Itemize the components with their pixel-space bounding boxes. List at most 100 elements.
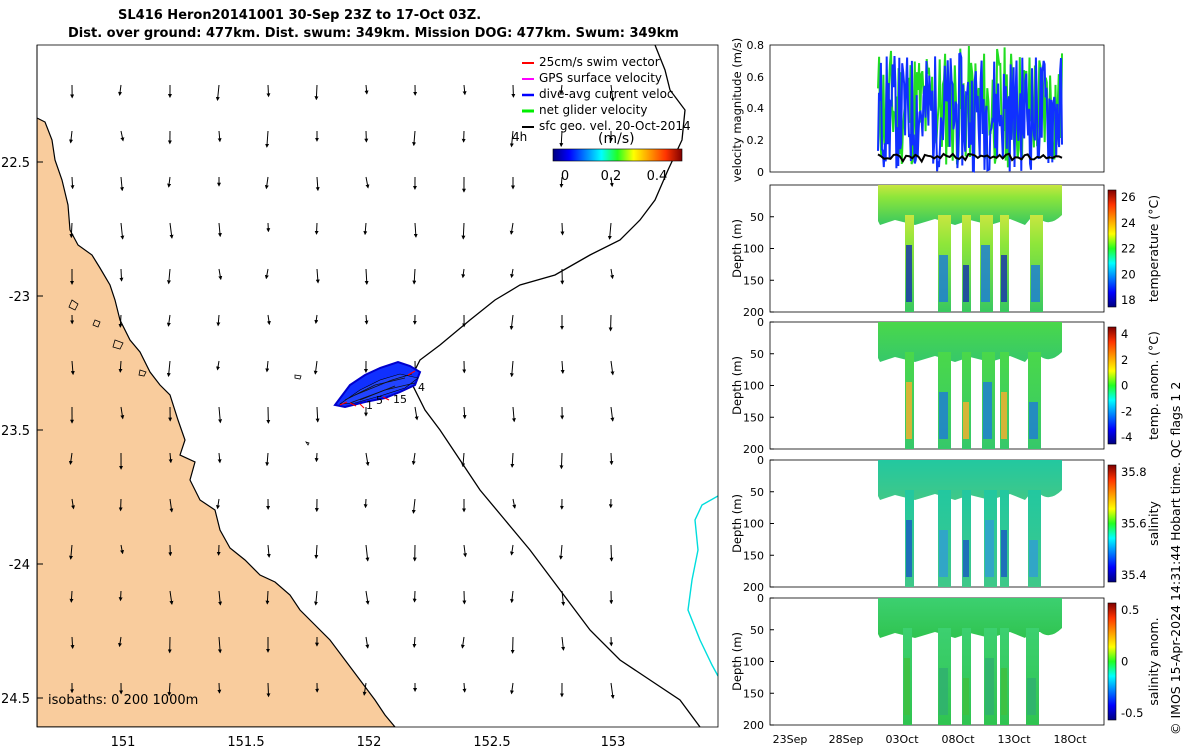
heatmap-colorbar (1107, 602, 1117, 721)
lon-axis: 151 151.5 152 152.5 153 (111, 735, 626, 750)
dive-profile-core (1029, 402, 1038, 439)
lat-tick: 22.5 (1, 156, 30, 171)
geovel-arrow (365, 176, 370, 189)
geovel-arrow (610, 682, 615, 699)
time-tick: 13Oct (997, 733, 1031, 746)
geovel-arrow (509, 360, 514, 378)
dive-profile-core (1027, 678, 1036, 715)
geovel-arrow (215, 84, 220, 102)
island (92, 319, 101, 328)
colorbar-tick: -0.5 (1121, 706, 1143, 720)
colorbar-tick: 20 (1121, 267, 1136, 281)
geovel-arrow (363, 222, 368, 236)
geovel-arrow (561, 590, 566, 606)
depth-tick: 150 (743, 274, 764, 287)
depth-ylabel: Depth (m) (730, 494, 744, 553)
geovel-arrow (313, 360, 318, 375)
geovel-arrow (314, 314, 319, 324)
geovel-arrow (265, 452, 270, 467)
colorbar-units: (m/s) (598, 131, 635, 147)
geovel-arrow (461, 452, 466, 468)
geovel-arrow (120, 544, 124, 555)
geovel-arrow (266, 682, 271, 698)
geovel-arrow (510, 268, 515, 279)
colorbar-tick: 0 (561, 169, 569, 184)
dive-avg-current-line (877, 52, 1063, 173)
geovel-arrow (462, 406, 467, 420)
depth-tick: 150 (743, 411, 764, 424)
geovel-arrow (511, 406, 516, 423)
depth-tick: 100 (743, 518, 764, 531)
geovel-arrow (119, 268, 124, 282)
geovel-arrow (460, 636, 465, 649)
coastline-land (37, 117, 396, 727)
geovel-arrow (216, 360, 221, 371)
geovel-arrow (68, 452, 73, 465)
geovel-arrow (315, 406, 320, 423)
lat-tick: 23.5 (1, 424, 30, 439)
map-legend: 25cm/s swim vector GPS surface velocity … (522, 55, 691, 133)
colorbar-tick: 26 (1121, 190, 1136, 204)
heatmap-colorbar (1107, 464, 1117, 583)
lon-tick: 153 (601, 735, 626, 750)
geovel-arrow (609, 544, 614, 562)
lon-tick: 151.5 (227, 735, 264, 750)
geovel-arrow (118, 314, 123, 328)
geovel-arrow (513, 729, 514, 743)
geovel-arrow (119, 176, 124, 192)
hour-label: 4h (512, 130, 527, 144)
geovel-arrow (265, 590, 270, 605)
geovel-arrow (412, 130, 417, 147)
geovel-arrow (610, 360, 615, 376)
colorbar-tick: -2 (1121, 404, 1132, 418)
geovel-arrow (610, 268, 615, 280)
plot-title-line2: Dist. over ground: 477km. Dist. swum: 34… (68, 26, 679, 41)
dive-profile-core (906, 245, 912, 302)
colorbar-tick: 35.8 (1121, 465, 1147, 479)
dive-profile-core (1001, 530, 1007, 577)
time-axis: 23Sep 28Sep 03Oct 08Oct 13Oct 18Oct (773, 733, 1088, 746)
legend-label: dive-avg current veloc (539, 87, 674, 101)
geovel-arrow (560, 222, 565, 236)
geovel-arrow (560, 729, 562, 739)
geovel-arrow (509, 130, 514, 148)
geovel-arrow (559, 544, 564, 560)
vel-tick: 0.6 (747, 71, 765, 84)
geovel-arrow (364, 314, 369, 325)
geovel-arrow (166, 314, 171, 327)
geovel-arrow (413, 222, 418, 238)
speed-colorbar (552, 148, 683, 162)
geovel-arrow (170, 729, 172, 743)
velocity-panel: 0 0.2 0.4 0.6 0.8 velocity magnitude (m/… (730, 38, 1105, 182)
colorbar-label: salinity anom. (1146, 617, 1161, 705)
heatmap-surface-block (878, 185, 1062, 225)
dive-profile (962, 628, 971, 725)
geovel-arrow (464, 729, 465, 738)
colorbar-tick: 0 (1121, 379, 1128, 393)
geovel-arrow (216, 314, 221, 327)
geovel-arrow (266, 729, 268, 739)
geovel-arrow (314, 84, 319, 101)
geovel-arrow (609, 176, 614, 188)
geovel-arrow (69, 222, 74, 239)
colorbar-label: salinity (1146, 500, 1161, 545)
dive-profile-core (983, 382, 992, 439)
geovel-arrow (510, 544, 514, 556)
heatmap-surface-block (878, 598, 1062, 638)
geovel-arrow (217, 636, 222, 654)
colorbar-tick: -4 (1121, 430, 1132, 444)
heatmap-panel-3: 0 50 100 150 200 Depth (m) 35.4 35.6 35.8 salinit… (730, 454, 1161, 594)
colorbar-tick: 22 (1121, 242, 1136, 256)
colorbar-tick: 2 (1121, 353, 1128, 367)
geovel-arrow (509, 222, 514, 235)
geovel-arrow (559, 84, 564, 95)
lon-tick: 152 (357, 735, 382, 750)
geovel-arrow (118, 360, 123, 373)
vel-tick: 0.4 (747, 102, 765, 115)
lat-tick: -23 (9, 290, 30, 305)
geovel-arrow (69, 130, 74, 144)
sfc-geo-velocity-line (877, 152, 1063, 164)
dive-profile-core (963, 265, 969, 302)
geovel-arrow (315, 268, 320, 284)
